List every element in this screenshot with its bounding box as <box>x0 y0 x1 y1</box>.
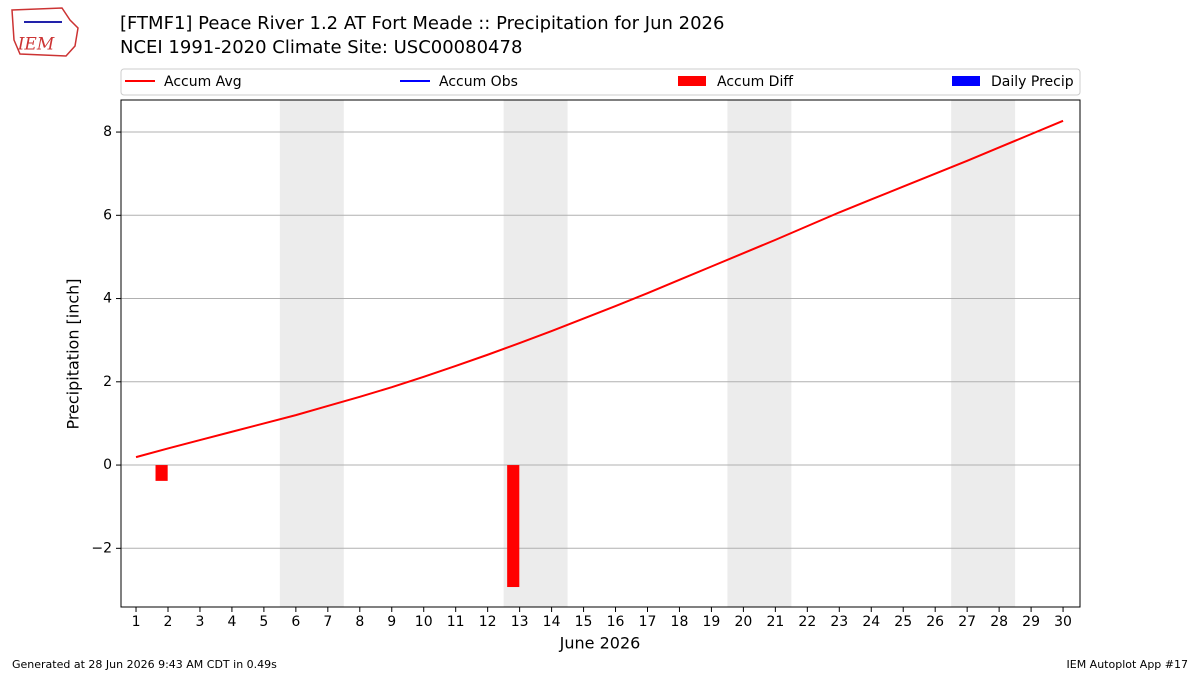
weekend-band <box>951 100 1016 607</box>
x-tick-label: 19 <box>703 614 721 630</box>
x-tick-label: 7 <box>323 614 332 630</box>
x-tick-label: 8 <box>355 614 364 630</box>
x-tick-label: 15 <box>575 614 593 630</box>
logo: IEM <box>11 7 79 57</box>
weekend-band <box>279 100 344 607</box>
x-tick-label: 9 <box>387 614 396 630</box>
x-tick-label: 26 <box>926 614 944 630</box>
x-tick-label: 24 <box>862 614 880 630</box>
x-axis-label: June 2026 <box>559 634 641 653</box>
x-tick-label: 5 <box>259 614 268 630</box>
x-tick-label: 17 <box>639 614 657 630</box>
legend-swatch <box>678 76 706 86</box>
weekend-band <box>727 100 792 607</box>
x-tick-label: 29 <box>1022 614 1040 630</box>
x-tick-label: 1 <box>132 614 141 630</box>
legend-label: Daily Precip <box>991 74 1074 90</box>
legend-label: Accum Obs <box>439 74 518 90</box>
x-tick-label: 21 <box>766 614 784 630</box>
y-tick-label: 4 <box>103 291 112 307</box>
x-tick-label: 4 <box>227 614 236 630</box>
legend-label: Accum Avg <box>164 74 242 90</box>
diff-bar <box>507 465 520 588</box>
x-tick-label: 2 <box>164 614 173 630</box>
logo-text: IEM <box>17 35 55 55</box>
legend-box <box>120 68 1081 96</box>
series-line <box>135 119 1064 459</box>
footer-left: Generated at 28 Jun 2026 9:43 AM CDT in … <box>12 658 277 671</box>
footer-right: IEM Autoplot App #17 <box>1067 658 1189 671</box>
x-tick-label: 13 <box>511 614 529 630</box>
x-tick-label: 6 <box>291 614 300 630</box>
x-tick-label: 12 <box>479 614 497 630</box>
y-tick-label: −2 <box>91 540 112 556</box>
x-tick-label: 11 <box>447 614 465 630</box>
x-tick-label: 10 <box>415 614 433 630</box>
x-tick-label: 3 <box>195 614 204 630</box>
y-tick-label: 8 <box>103 124 112 140</box>
y-axis-label: Precipitation [inch] <box>64 278 83 429</box>
x-tick-label: 16 <box>607 614 625 630</box>
legend-label: Accum Diff <box>717 74 793 90</box>
x-tick-label: 28 <box>990 614 1008 630</box>
x-tick-label: 22 <box>798 614 816 630</box>
y-tick-label: 2 <box>103 374 112 390</box>
plot-frame <box>120 99 1081 608</box>
x-tick-label: 25 <box>894 614 912 630</box>
logo-outline <box>11 7 79 57</box>
x-tick-label: 23 <box>830 614 848 630</box>
diff-bar <box>155 465 168 481</box>
x-tick-label: 30 <box>1054 614 1072 630</box>
x-tick-label: 14 <box>543 614 561 630</box>
y-tick-label: 6 <box>103 207 112 223</box>
x-tick-label: 27 <box>958 614 976 630</box>
chart-subtitle: NCEI 1991-2020 Climate Site: USC00080478 <box>120 37 522 58</box>
x-tick-label: 18 <box>671 614 689 630</box>
y-tick-label: 0 <box>103 457 112 473</box>
legend-swatch <box>952 76 980 86</box>
x-tick-label: 20 <box>734 614 752 630</box>
chart-title: [FTMF1] Peace River 1.2 AT Fort Meade ::… <box>120 13 724 34</box>
